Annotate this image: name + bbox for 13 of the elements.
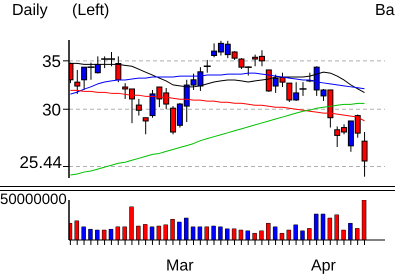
x-tick-label: Mar [166,257,194,274]
y-tick-label: 35 [42,52,61,71]
line-series [70,102,365,176]
candlestick [142,117,149,135]
text: 50000000 [0,191,67,208]
text: (Left) [72,2,110,20]
candlestick [362,132,368,178]
text: Daily [12,2,48,20]
y-tick-label: 30 [42,100,61,120]
candlestick [136,98,142,116]
text: Ba [375,2,395,20]
x-tick-label: Apr [310,257,337,274]
text: 25.44 [2,153,62,173]
